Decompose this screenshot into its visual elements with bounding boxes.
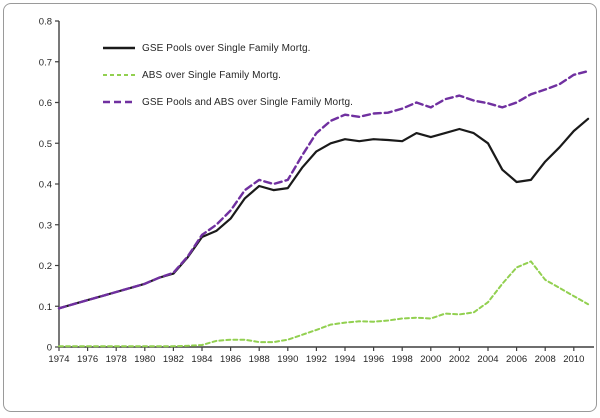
series-line-0 [57, 117, 590, 310]
legend-line-sample-long-dash [103, 100, 135, 104]
x-tick-label: 1990 [277, 354, 298, 365]
x-tick-label: 1988 [249, 354, 270, 365]
x-tick-label: 1976 [77, 354, 98, 365]
x-tick-label: 2010 [563, 354, 584, 365]
y-tick-label: 0.8 [39, 17, 52, 28]
legend-item-gse-pools: GSE Pools over Single Family Mortg. [102, 40, 353, 56]
x-tick-label: 1974 [48, 354, 69, 365]
legend-label: GSE Pools and ABS over Single Family Mor… [142, 96, 354, 108]
x-tick-label: 1982 [163, 354, 184, 365]
legend-label: ABS over Single Family Mortg. [142, 69, 282, 81]
y-tick-label: 0.1 [39, 302, 52, 313]
x-tick-label: 1984 [191, 354, 212, 365]
x-tick-label: 1998 [392, 354, 413, 365]
y-tick-label: 0.6 [39, 98, 52, 109]
series-line-1 [58, 260, 590, 348]
x-tick-label: 2006 [506, 354, 527, 365]
series-line-2 [57, 69, 590, 310]
legend-line-sample-solid [103, 46, 135, 50]
x-tick-label: 1986 [220, 354, 241, 365]
x-tick-label: 2008 [535, 354, 556, 365]
y-tick-label: 0.3 [39, 220, 52, 231]
x-tick-label: 1994 [334, 354, 355, 365]
x-tick-label: 1980 [134, 354, 155, 365]
line-chart-plot: 0 0.1 0.2 0.3 0.4 0.5 0.6 0.7 0.8 1974 1976 1978 198… [39, 17, 594, 365]
x-tick-label: 1978 [106, 354, 127, 365]
y-tick-label: 0 [47, 343, 52, 354]
legend-label: GSE Pools over Single Family Mortg. [142, 42, 311, 54]
y-tick-label: 0.2 [39, 261, 52, 272]
y-tick-label: 0.4 [39, 180, 52, 191]
legend-item-gse-and-abs: GSE Pools and ABS over Single Family Mor… [102, 94, 353, 110]
chart-legend: GSE Pools over Single Family Mortg. ABS … [102, 40, 353, 110]
legend-line-sample-short-dash [103, 74, 135, 76]
legend-item-abs: ABS over Single Family Mortg. [102, 67, 353, 83]
chart-figure: 0 0.1 0.2 0.3 0.4 0.5 0.6 0.7 0.8 1974 1976 1978 198… [3, 3, 597, 412]
x-tick-label: 2004 [477, 354, 498, 365]
y-tick-label: 0.7 [39, 57, 52, 68]
x-tick-label: 1992 [306, 354, 327, 365]
x-tick-label: 2002 [449, 354, 470, 365]
y-tick-label: 0.5 [39, 139, 52, 150]
x-tick-label: 2000 [420, 354, 441, 365]
x-tick-label: 1996 [363, 354, 384, 365]
